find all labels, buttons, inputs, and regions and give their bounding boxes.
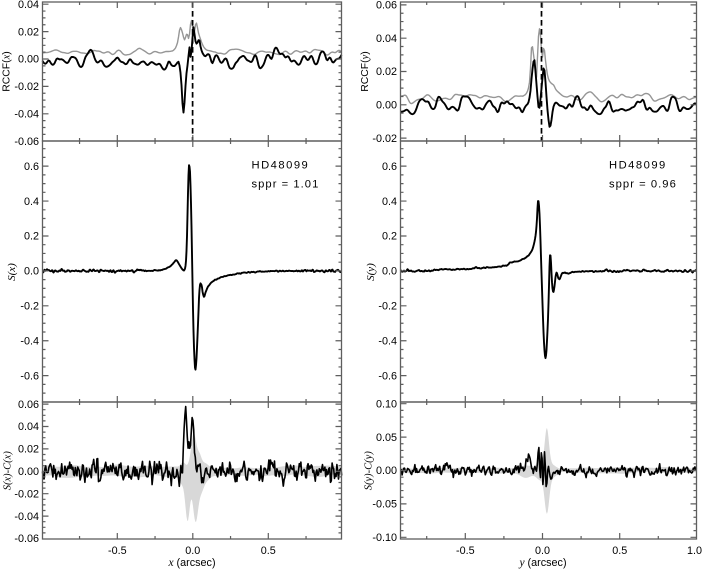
svg-text:x (arcsec): x (arcsec) (167, 557, 215, 569)
svg-text:-0.6: -0.6 (20, 370, 39, 382)
svg-text:0.02: 0.02 (18, 26, 39, 38)
svg-text:-0.02: -0.02 (372, 133, 397, 145)
svg-text:0.02: 0.02 (376, 66, 397, 78)
svg-text:-0.6: -0.6 (378, 370, 397, 382)
svg-text:0.04: 0.04 (18, 421, 39, 433)
svg-text:-0.10: -0.10 (372, 532, 397, 544)
svg-text:0.00: 0.00 (18, 466, 39, 478)
svg-text:-0.2: -0.2 (20, 301, 39, 313)
svg-text:0.02: 0.02 (18, 444, 39, 456)
svg-text:0.06: 0.06 (18, 399, 39, 411)
svg-text:0.5: 0.5 (612, 545, 627, 557)
svg-text:RCCF(y): RCCF(y) (360, 51, 371, 91)
svg-text:-0.05: -0.05 (372, 499, 397, 511)
svg-text:-0.04: -0.04 (14, 109, 39, 121)
svg-text:S(x): S(x) (6, 263, 18, 281)
svg-text:1.0: 1.0 (687, 545, 702, 557)
svg-text:S(y): S(y) (365, 263, 377, 281)
svg-text:HD48099: HD48099 (252, 160, 310, 172)
svg-text:0.2: 0.2 (382, 231, 397, 243)
svg-text:0.05: 0.05 (376, 432, 397, 444)
svg-text:0.4: 0.4 (24, 196, 39, 208)
svg-text:sppr = 1.01: sppr = 1.01 (252, 179, 320, 191)
svg-text:0.6: 0.6 (382, 161, 397, 173)
svg-text:0.2: 0.2 (24, 231, 39, 243)
svg-text:0.4: 0.4 (382, 196, 397, 208)
svg-text:sppr = 0.96: sppr = 0.96 (609, 179, 677, 191)
svg-text:0.04: 0.04 (18, 0, 39, 11)
svg-text:0.10: 0.10 (376, 398, 397, 410)
svg-text:-0.04: -0.04 (14, 511, 39, 523)
svg-text:0.5: 0.5 (261, 545, 276, 557)
svg-text:-0.02: -0.02 (14, 488, 39, 500)
svg-text:0.00: 0.00 (18, 54, 39, 66)
svg-text:-0.4: -0.4 (378, 335, 397, 347)
svg-text:HD48099: HD48099 (609, 160, 667, 172)
svg-text:RCCF(x): RCCF(x) (1, 51, 12, 91)
svg-text:-0.06: -0.06 (14, 136, 39, 148)
svg-text:S(y)-C(y): S(y)-C(y) (364, 451, 375, 491)
svg-text:-0.5: -0.5 (456, 545, 475, 557)
svg-text:-0.06: -0.06 (14, 533, 39, 545)
svg-text:-0.02: -0.02 (14, 81, 39, 93)
svg-text:y (arcsec): y (arcsec) (518, 557, 566, 569)
svg-text:-0.5: -0.5 (108, 545, 127, 557)
svg-text:0.04: 0.04 (376, 33, 397, 45)
svg-text:0.00: 0.00 (376, 465, 397, 477)
svg-text:0.0: 0.0 (185, 545, 200, 557)
svg-text:0.0: 0.0 (382, 266, 397, 278)
svg-text:-0.4: -0.4 (20, 335, 39, 347)
svg-text:0.0: 0.0 (535, 545, 550, 557)
svg-text:-0.2: -0.2 (378, 301, 397, 313)
svg-text:0.6: 0.6 (24, 161, 39, 173)
svg-text:0.0: 0.0 (24, 266, 39, 278)
svg-text:0.06: 0.06 (376, 0, 397, 12)
svg-text:0.00: 0.00 (376, 100, 397, 112)
svg-text:S(x)-C(x): S(x)-C(x) (3, 451, 14, 491)
